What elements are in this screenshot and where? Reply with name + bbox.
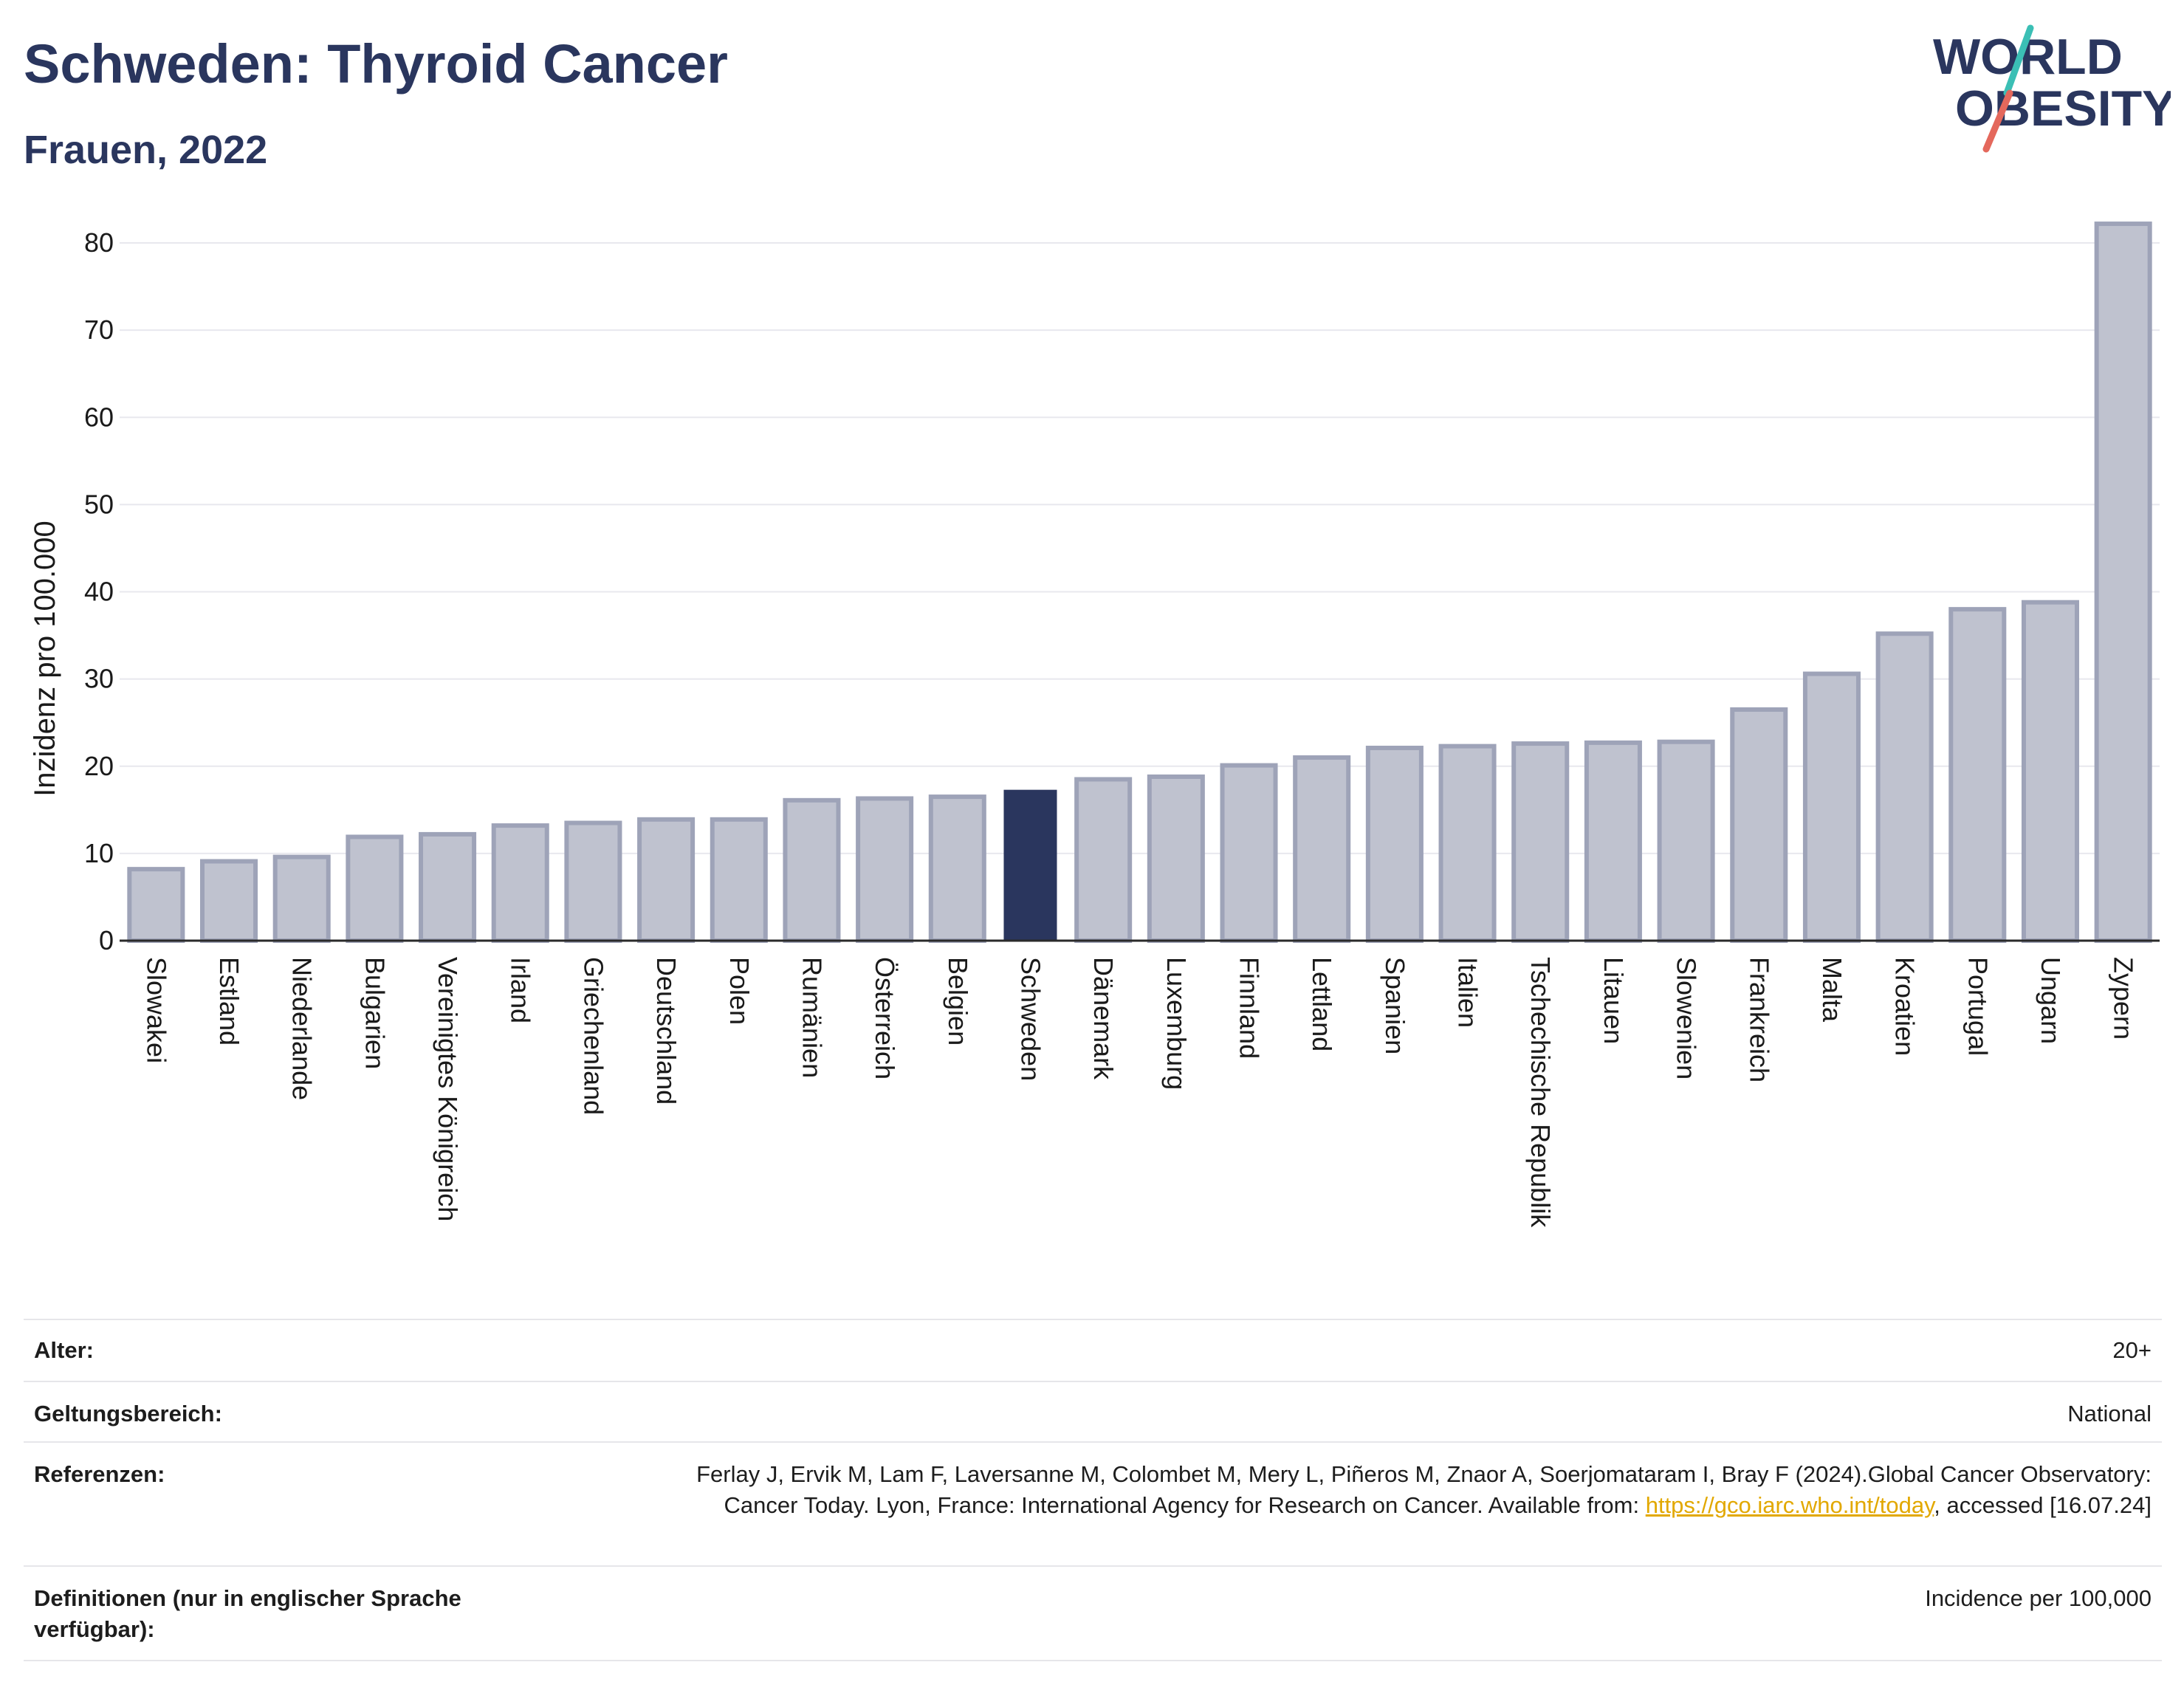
x-tick-label: Slowakei [141,957,171,1063]
y-axis-title: Inzidenz pro 100.000 [29,521,61,797]
x-tick-label: Slowenien [1672,957,1702,1079]
meta-key-definitions: Definitionen (nur in englischer Sprache … [34,1585,461,1642]
meta-key-scope: Geltungsbereich: [34,1401,222,1427]
world-obesity-logo: WORLD OBESITY [1933,24,2171,153]
x-tick-label: Griechenland [578,957,608,1115]
bar-italien[interactable] [1438,744,1497,943]
x-tick-label: Rumänien [797,957,827,1078]
bar-vereinigtes-königreich[interactable] [419,831,477,944]
x-tick-label: Österreich [870,957,900,1079]
bar-schweden[interactable] [1003,789,1057,941]
bar-kroatien[interactable] [1875,631,1934,943]
x-tick-label: Bulgarien [360,957,390,1069]
y-tick-label: 60 [84,402,114,432]
y-tick-label: 40 [84,577,114,607]
chart-title: Schweden: Thyroid Cancer [24,33,728,95]
x-tick-label: Finnland [1234,957,1265,1059]
bar-deutschland[interactable] [637,817,696,944]
logo-slash-red [1982,89,2013,153]
y-tick-label: 0 [99,925,114,955]
meta-key-age: Alter: [34,1337,94,1363]
meta-row-references: Referenzen: Ferlay J, Ervik M, Lam F, La… [24,1441,2162,1567]
meta-row-scope: Geltungsbereich: National [24,1381,2162,1443]
bar-lettland[interactable] [1293,755,1351,943]
x-tick-label: Ungarn [2036,957,2066,1044]
logo-slash-teal [2003,24,2034,97]
bar-luxemburg[interactable] [1147,774,1205,944]
y-tick-label: 50 [84,489,114,519]
y-axis-ticks: 0 10 20 30 40 50 60 70 80 [84,227,114,955]
y-tick-label: 20 [84,751,114,781]
x-tick-label: Kroatien [1890,957,1920,1056]
x-tick-label: Lettland [1307,957,1337,1051]
bar-ungarn[interactable] [2021,600,2079,944]
x-tick-label: Irland [506,957,536,1023]
meta-value-references: Ferlay J, Ervik M, Lam F, Laversanne M, … [638,1459,2152,1521]
x-tick-label: Niederlande [287,957,317,1100]
bar-slowenien[interactable] [1657,739,1715,943]
x-tick-label: Dänemark [1088,957,1119,1080]
bar-griechenland[interactable] [564,820,622,943]
bar-litauen[interactable] [1584,740,1642,943]
reference-accessed: , accessed [16.07.24] [1934,1492,2152,1518]
bar-frankreich[interactable] [1730,707,1788,943]
meta-row-age: Alter: 20+ [24,1320,2162,1381]
bar-bulgarien[interactable] [346,834,404,943]
bar-slowakei[interactable] [127,867,185,944]
x-tick-label: Polen [724,957,755,1025]
bars [127,222,2152,944]
bar-polen[interactable] [710,817,768,944]
x-tick-label: Tschechische Republik [1525,957,1556,1228]
bar-spanien[interactable] [1365,745,1424,944]
meta-value-scope: National [2067,1401,2152,1427]
bar-niederlande[interactable] [272,854,331,943]
y-tick-label: 30 [84,664,114,694]
x-tick-label: Luxemburg [1161,957,1192,1090]
x-axis-labels: Slowakei Estland Niederlande Bulgarien Verei… [141,957,2138,1228]
x-tick-label: Zypern [2109,957,2139,1040]
y-tick-label: 70 [84,315,114,345]
bar-estland[interactable] [200,859,258,943]
reference-text: Ferlay J, Ervik M, Lam F, Laversanne M, … [696,1461,2152,1518]
reference-link[interactable]: https://gco.iarc.who.int/today [1645,1492,1934,1518]
bar-portugal[interactable] [1948,607,2007,943]
bar-chart: 0 10 20 30 40 50 60 70 80 Slowakei Estland Niederl… [29,222,2160,1228]
y-tick-label: 10 [84,838,114,868]
x-tick-label: Estland [214,957,244,1046]
metadata-table: Alter: 20+ Geltungsbereich: National Ref… [24,1319,2162,1661]
x-tick-label: Schweden [1015,957,1045,1081]
meta-value-definitions: Incidence per 100,000 [1925,1585,2152,1611]
x-tick-label: Frankreich [1744,957,1774,1082]
bar-dänemark[interactable] [1074,777,1133,943]
logo-text-obesity: OBESITY [1955,80,2171,137]
bar-malta[interactable] [1802,671,1861,943]
meta-value-age: 20+ [2112,1337,2152,1363]
x-tick-label: Malta [1817,957,1847,1023]
bar-finnland[interactable] [1220,763,1278,943]
x-tick-label: Litauen [1598,957,1629,1044]
meta-row-definitions: Definitionen (nur in englischer Sprache … [24,1565,2162,1661]
chart-subtitle: Frauen, 2022 [24,128,268,172]
x-tick-label: Spanien [1380,957,1410,1054]
x-tick-label: Vereinigtes Königreich [433,957,463,1221]
x-tick-label: Belgien [943,957,973,1046]
bar-österreich[interactable] [856,796,914,944]
bar-tschechische-republik[interactable] [1511,741,1570,944]
bar-irland[interactable] [491,823,549,944]
bar-belgien[interactable] [928,794,986,943]
x-tick-label: Portugal [1962,957,1993,1056]
bar-zypern[interactable] [2094,222,2152,943]
x-tick-label: Italien [1453,957,1483,1028]
y-tick-label: 80 [84,227,114,258]
x-tick-label: Deutschland [651,957,681,1105]
meta-key-references: Referenzen: [34,1461,165,1487]
bar-rumänien[interactable] [783,797,841,943]
